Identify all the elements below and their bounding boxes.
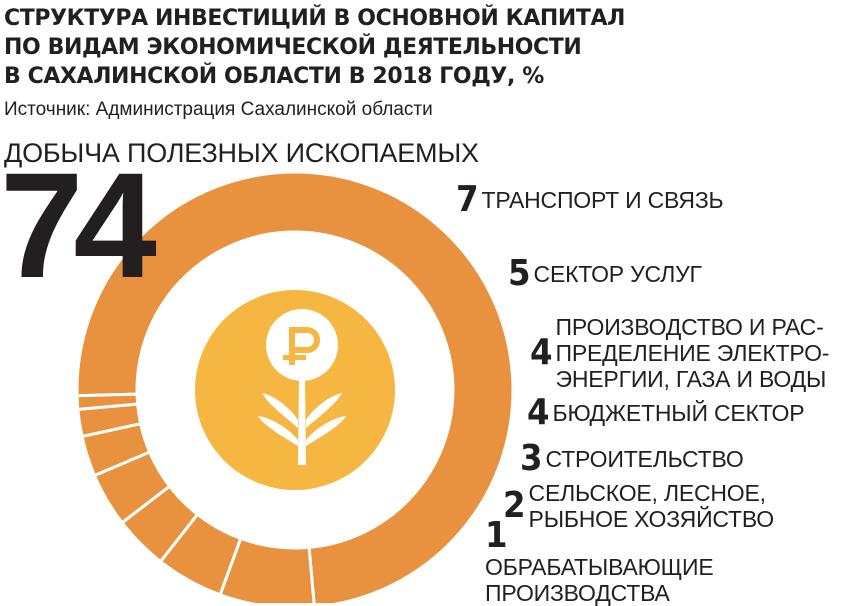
slice-text: СТРОИТЕЛЬСТВО [546,446,744,472]
slice-manufacturing [75,392,140,412]
chart-title: СТРУКТУРА ИНВЕСТИЦИЙ В ОСНОВНОЙ КАПИТАЛ … [4,4,844,91]
slice-label-agriculture: 2 СЕЛЬСКОЕ, ЛЕСНОЕ, РЫБНОЕ ХОЗЯЙСТВО [503,480,774,532]
slice-text: СЕЛЬСКОЕ, ЛЕСНОЕ, РЫБНОЕ ХОЗЯЙСТВО [528,480,775,532]
slice-text-line: СЕКТОР УСЛУГ [533,261,702,287]
slice-text-line: ОБРАБАТЫВАЮЩИЕ [485,554,714,580]
slice-text-line: БЮДЖЕТНЫЙ СЕКТОР [552,400,805,426]
slice-text: ОБРАБАТЫВАЮЩИЕ ПРОИЗВОДСТВА [485,554,714,606]
slice-value: 4 [530,332,553,373]
chart-title-line: ПО ВИДАМ ЭКОНОМИЧЕСКОЙ ДЕЯТЕЛЬНОСТИ [4,35,582,60]
slice-text: СЕКТОР УСЛУГ [534,261,702,287]
slice-label-services: 5 СЕКТОР УСЛУГ [508,256,702,292]
slice-value: 7 [456,179,479,220]
slice-label-budget: 4 БЮДЖЕТНЫЙ СЕКТОР [527,392,805,433]
slice-value: 1 [485,515,508,556]
slice-text-line: ЭНЕРГИИ, ГАЗА И ВОДЫ [555,366,827,392]
slice-text: ТРАНСПОРТ И СВЯЗЬ [482,187,724,213]
slice-value: 5 [508,253,531,294]
slice-label-transport: 7 ТРАНСПОРТ И СВЯЗЬ [456,179,724,220]
slice-text-line: ПРОИЗВОДСТВА [485,580,670,606]
slice-text-line: ПРОИЗВОДСТВО И РАС- [555,314,824,340]
slice-text-line: ТРАНСПОРТ И СВЯЗЬ [481,187,724,213]
slice-value: 2 [503,485,526,526]
slice-mining [75,170,515,603]
slice-label-mining: ДОБЫЧА ПОЛЕЗНЫХ ИСКОПАЕМЫХ [4,138,479,168]
slice-value: 4 [527,392,550,433]
slice-text: ПРОИЗВОДСТВО И РАС- ПРЕДЕЛЕНИЕ ЭЛЕКТРО- ЭН… [556,314,830,392]
donut-slices [75,170,515,603]
slice-text: БЮДЖЕТНЫЙ СЕКТОР [553,400,805,426]
slice-value-mining: 74 [0,141,157,309]
chart-title-line: В САХАЛИНСКОЙ ОБЛАСТИ В 2018 ГОДУ, % [4,64,544,89]
chart-title-line: СТРУКТУРА ИНВЕСТИЦИЙ В ОСНОВНОЙ КАПИТАЛ [4,6,625,31]
slice-label-energy: 4 ПРОИЗВОДСТВО И РАС- ПРЕДЕЛЕНИЕ ЭЛЕКТРО- Э… [530,314,829,392]
slice-label-manufacturing: 1 ОБРАБАТЫВАЮЩИЕ ПРОИЗВОДСТВА [485,515,714,606]
slice-text-line: СЕЛЬСКОЕ, ЛЕСНОЕ, [528,480,766,506]
center-emblem [195,290,395,490]
ruble-flower-icon [258,309,346,465]
slice-text-line: ПРЕДЕЛЕНИЕ ЭЛЕКТРО- [555,340,830,366]
slice-text-line: РЫБНОЕ ХОЗЯЙСТВО [528,506,775,532]
center-circle [195,290,395,490]
slice-text-line: СТРОИТЕЛЬСТВО [545,446,744,472]
slice-value: 3 [520,438,543,479]
source-note: Источник: Администрация Сахалинской обла… [4,99,433,120]
slice-label-construction: 3 СТРОИТЕЛЬСТВО [520,441,744,477]
